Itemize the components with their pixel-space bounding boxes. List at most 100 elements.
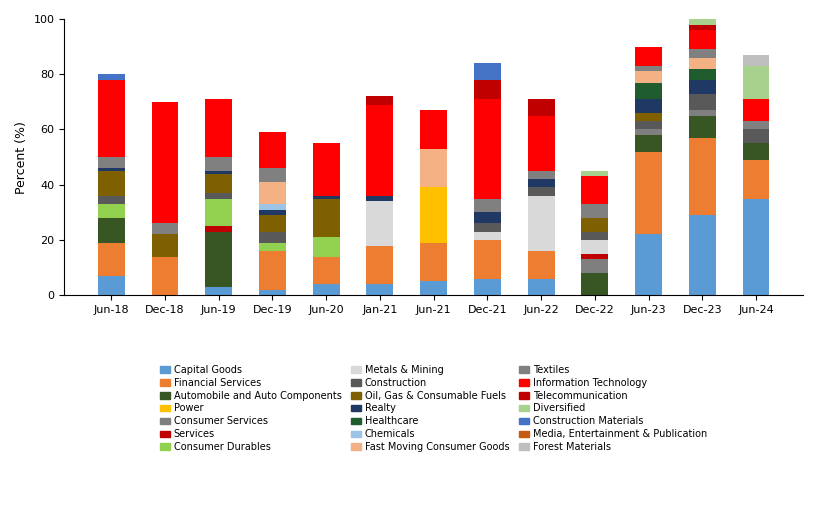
Bar xyxy=(582,259,609,273)
Bar xyxy=(420,110,447,149)
Bar xyxy=(312,196,339,199)
Bar xyxy=(474,80,501,99)
Bar xyxy=(420,149,447,187)
Bar xyxy=(366,284,393,295)
Bar xyxy=(528,116,555,171)
Bar xyxy=(312,284,339,295)
Bar xyxy=(259,210,286,215)
Bar xyxy=(528,99,555,116)
Bar xyxy=(205,157,232,171)
Bar xyxy=(420,243,447,281)
Bar xyxy=(689,110,716,116)
Bar xyxy=(474,232,501,240)
Bar xyxy=(259,204,286,210)
Bar xyxy=(528,278,555,295)
Bar xyxy=(98,204,124,218)
Bar xyxy=(689,94,716,110)
Bar xyxy=(205,232,232,287)
Bar xyxy=(474,199,501,212)
Bar xyxy=(582,171,609,177)
Y-axis label: Percent (%): Percent (%) xyxy=(15,121,28,193)
Bar xyxy=(743,160,770,199)
Bar xyxy=(420,281,447,295)
Bar xyxy=(98,171,124,196)
Bar xyxy=(582,254,609,259)
Bar xyxy=(474,240,501,278)
Bar xyxy=(98,168,124,171)
Bar xyxy=(312,237,339,257)
Bar xyxy=(689,116,716,138)
Bar xyxy=(312,257,339,284)
Bar xyxy=(743,144,770,160)
Bar xyxy=(98,196,124,204)
Bar xyxy=(259,251,286,290)
Bar xyxy=(151,102,178,223)
Bar xyxy=(635,235,662,295)
Bar xyxy=(98,74,124,80)
Bar xyxy=(420,187,447,243)
Bar xyxy=(366,96,393,105)
Bar xyxy=(205,99,232,157)
Bar xyxy=(743,199,770,295)
Bar xyxy=(528,187,555,196)
Bar xyxy=(743,129,770,144)
Bar xyxy=(689,80,716,94)
Bar xyxy=(528,179,555,187)
Bar xyxy=(312,199,339,237)
Bar xyxy=(582,218,609,232)
Bar xyxy=(635,152,662,235)
Bar xyxy=(582,240,609,254)
Bar xyxy=(743,99,770,121)
Bar xyxy=(635,113,662,121)
Bar xyxy=(98,276,124,295)
Bar xyxy=(743,66,770,99)
Bar xyxy=(689,69,716,80)
Bar xyxy=(528,196,555,251)
Bar xyxy=(259,232,286,243)
Bar xyxy=(259,132,286,168)
Bar xyxy=(743,121,770,129)
Bar xyxy=(259,182,286,204)
Bar xyxy=(205,199,232,226)
Bar xyxy=(635,135,662,152)
Bar xyxy=(205,171,232,174)
Legend: Capital Goods, Financial Services, Automobile and Auto Components, Power, Consum: Capital Goods, Financial Services, Autom… xyxy=(156,361,711,456)
Bar xyxy=(635,71,662,82)
Bar xyxy=(259,168,286,182)
Bar xyxy=(366,105,393,196)
Bar xyxy=(205,226,232,232)
Bar xyxy=(528,171,555,179)
Bar xyxy=(151,257,178,295)
Bar xyxy=(582,232,609,240)
Bar xyxy=(689,49,716,58)
Bar xyxy=(366,201,393,245)
Bar xyxy=(98,157,124,168)
Bar xyxy=(98,218,124,243)
Bar xyxy=(259,290,286,295)
Bar xyxy=(689,24,716,30)
Bar xyxy=(689,30,716,49)
Bar xyxy=(635,82,662,99)
Bar xyxy=(98,243,124,276)
Bar xyxy=(582,204,609,218)
Bar xyxy=(582,177,609,204)
Bar xyxy=(689,58,716,69)
Bar xyxy=(635,47,662,66)
Bar xyxy=(635,99,662,113)
Bar xyxy=(743,55,770,66)
Bar xyxy=(366,196,393,201)
Bar xyxy=(689,138,716,215)
Bar xyxy=(474,223,501,232)
Bar xyxy=(635,121,662,129)
Bar xyxy=(582,273,609,295)
Bar xyxy=(205,287,232,295)
Bar xyxy=(689,19,716,24)
Bar xyxy=(689,215,716,295)
Bar xyxy=(635,129,662,135)
Bar xyxy=(474,212,501,223)
Bar xyxy=(205,174,232,193)
Bar xyxy=(151,223,178,235)
Bar xyxy=(312,144,339,196)
Bar xyxy=(151,235,178,257)
Bar xyxy=(474,99,501,199)
